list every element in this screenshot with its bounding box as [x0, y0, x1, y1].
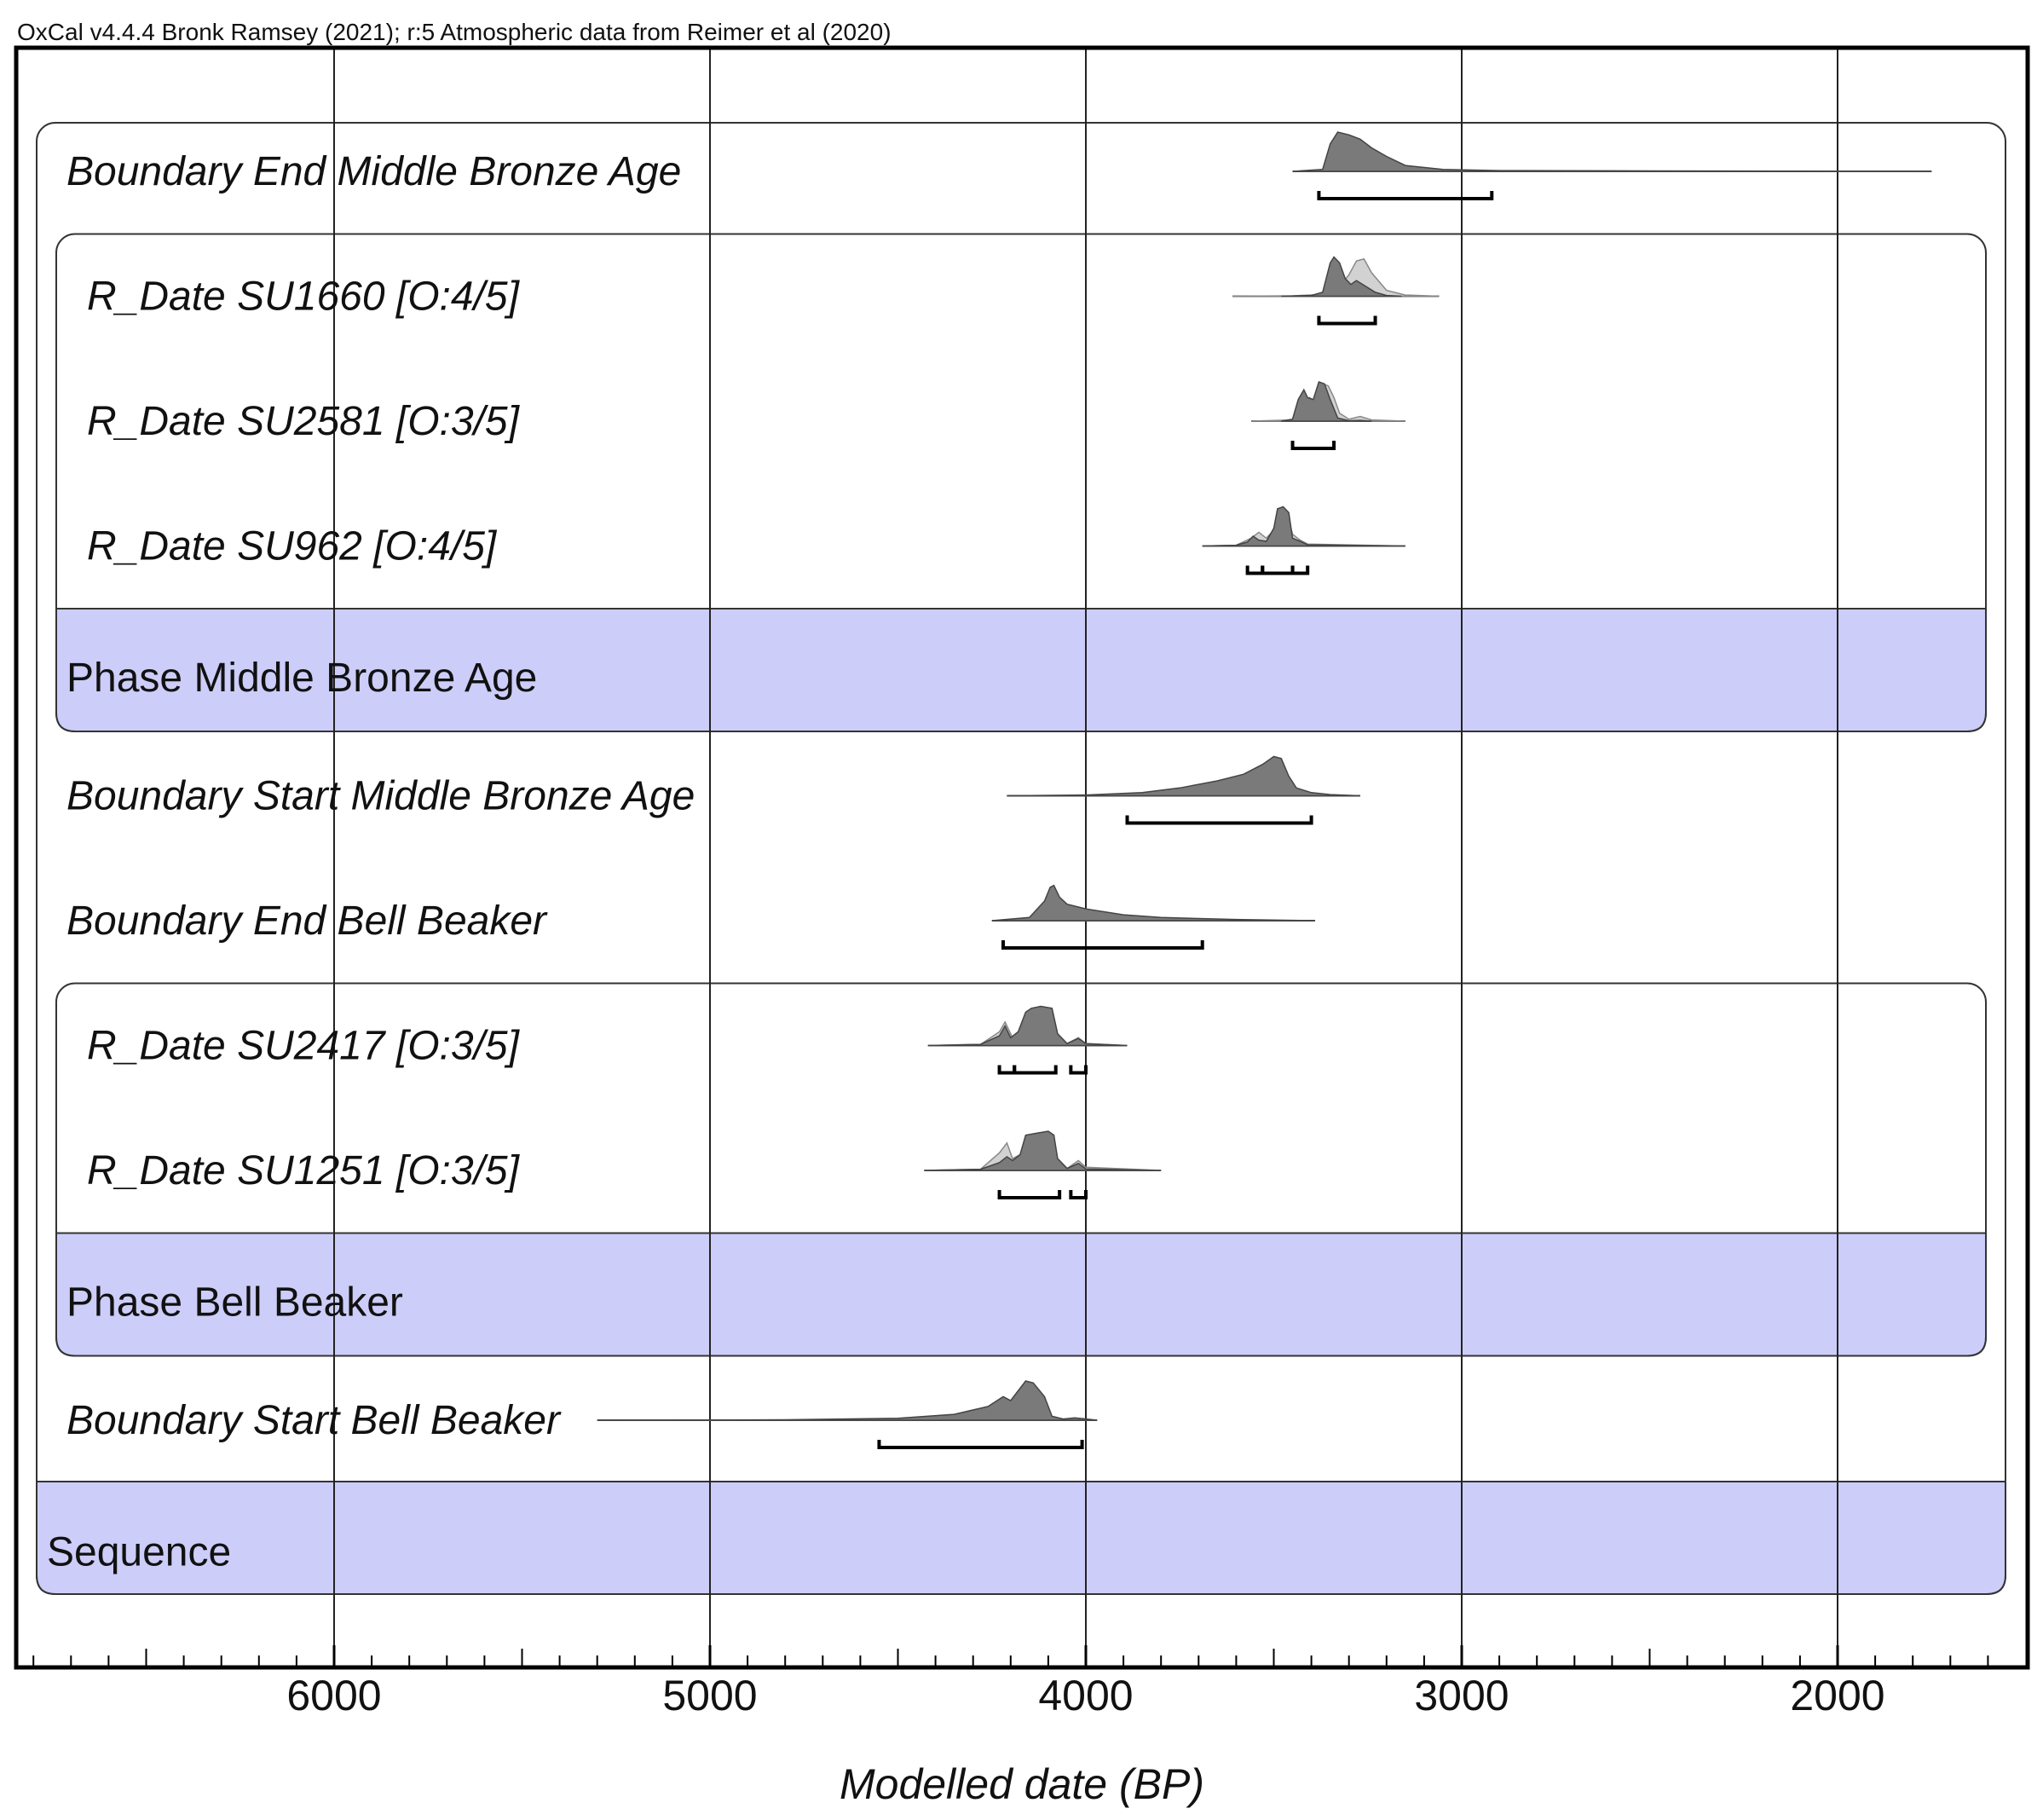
row-label-r-date-su2417-o-3-5-: R_Date SU2417 [O:3/5]: [87, 1024, 521, 1069]
range-bracket: [997, 1190, 1062, 1199]
posterior-distribution: [597, 1380, 1098, 1421]
x-tick-label-2000: 2000: [1790, 1672, 1884, 1719]
row-label-boundary-start-middle-bronze-age: Boundary Start Middle Bronze Age: [66, 774, 695, 819]
range-bracket: [1317, 191, 1494, 200]
x-tick-label-5000: 5000: [662, 1672, 757, 1719]
range-bracket: [1001, 940, 1204, 950]
row-label-r-date-su1660-o-4-5-: R_Date SU1660 [O:4/5]: [87, 274, 521, 320]
posterior-distribution: [1281, 381, 1372, 422]
posterior-distribution: [1292, 131, 1932, 172]
range-bracket: [1125, 815, 1313, 825]
sequence-band: [36, 1481, 2006, 1595]
phase-bell-beaker-band: [55, 1232, 1987, 1357]
row-label-boundary-end-bell-beaker: Boundary End Bell Beaker: [66, 898, 548, 944]
phase-middle-bronze-age-band: [55, 608, 1987, 732]
x-tick-label-4000: 4000: [1038, 1672, 1133, 1719]
posterior-distribution: [927, 1005, 1128, 1047]
row-label-boundary-start-bell-beaker: Boundary Start Bell Beaker: [66, 1398, 562, 1443]
row-label-boundary-end-middle-bronze-age: Boundary End Middle Bronze Age: [66, 149, 681, 194]
posterior-distribution: [1202, 506, 1405, 547]
posterior-distribution: [1007, 755, 1360, 797]
range-bracket: [1013, 1065, 1058, 1075]
row-label-r-date-su962-o-4-5-: R_Date SU962 [O:4/5]: [87, 524, 498, 569]
row-label-sequence: Sequence: [47, 1530, 231, 1575]
x-tick-label-3000: 3000: [1414, 1672, 1509, 1719]
range-bracket: [1290, 565, 1310, 575]
x-tick-label-6000: 6000: [286, 1672, 381, 1719]
row-label-phase-middle-bronze-age: Phase Middle Bronze Age: [66, 656, 537, 701]
header-text: OxCal v4.4.4 Bronk Ramsey (2021); r:5 At…: [17, 19, 892, 45]
row-label-r-date-su1251-o-3-5-: R_Date SU1251 [O:3/5]: [87, 1148, 521, 1193]
x-axis-label: Modelled date (BP): [840, 1760, 1204, 1808]
range-bracket: [1069, 1190, 1088, 1199]
row-label-r-date-su2581-o-3-5-: R_Date SU2581 [O:3/5]: [87, 399, 521, 444]
posterior-distribution: [991, 884, 1316, 922]
posterior-distribution: [1281, 256, 1402, 298]
range-bracket: [877, 1440, 1084, 1449]
row-label-phase-bell-beaker: Phase Bell Beaker: [66, 1280, 403, 1326]
posterior-distribution: [924, 1130, 1162, 1171]
range-bracket: [1069, 1065, 1088, 1075]
range-bracket: [1290, 441, 1336, 450]
range-bracket: [1317, 315, 1377, 326]
plot-frame: [14, 45, 2030, 1670]
